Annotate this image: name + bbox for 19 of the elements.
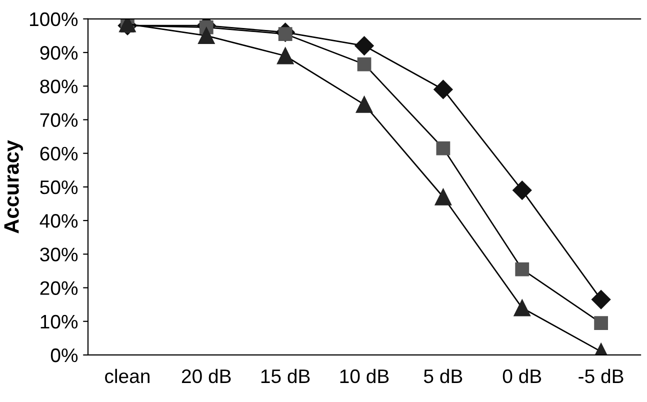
y-tick-label: 50% [40, 180, 78, 194]
x-tick-label: clean [105, 368, 150, 384]
y-axis-title: Accuracy [4, 140, 23, 234]
y-tick-label: 10% [40, 314, 78, 329]
y-tick-label: 60% [40, 146, 78, 161]
y-tick-label: 30% [40, 248, 78, 262]
x-tick-label: 10 dB [340, 368, 389, 384]
y-tick-label: 40% [40, 214, 78, 228]
x-tick-label: -5 dB [578, 368, 624, 384]
x-tick-label: 0 dB [502, 368, 542, 384]
y-tick-label: 70% [40, 113, 78, 127]
y-tick-label: 0% [50, 348, 78, 362]
x-tick-label: 20 dB [182, 368, 231, 384]
y-tick-label: 100% [30, 12, 78, 26]
y-tick-label: 90% [40, 46, 78, 60]
y-tick-label: 20% [40, 281, 78, 295]
x-tick-label: 5 dB [424, 368, 462, 384]
x-tick-label: 15 dB [261, 368, 310, 384]
y-tick-label: 80% [40, 80, 78, 94]
